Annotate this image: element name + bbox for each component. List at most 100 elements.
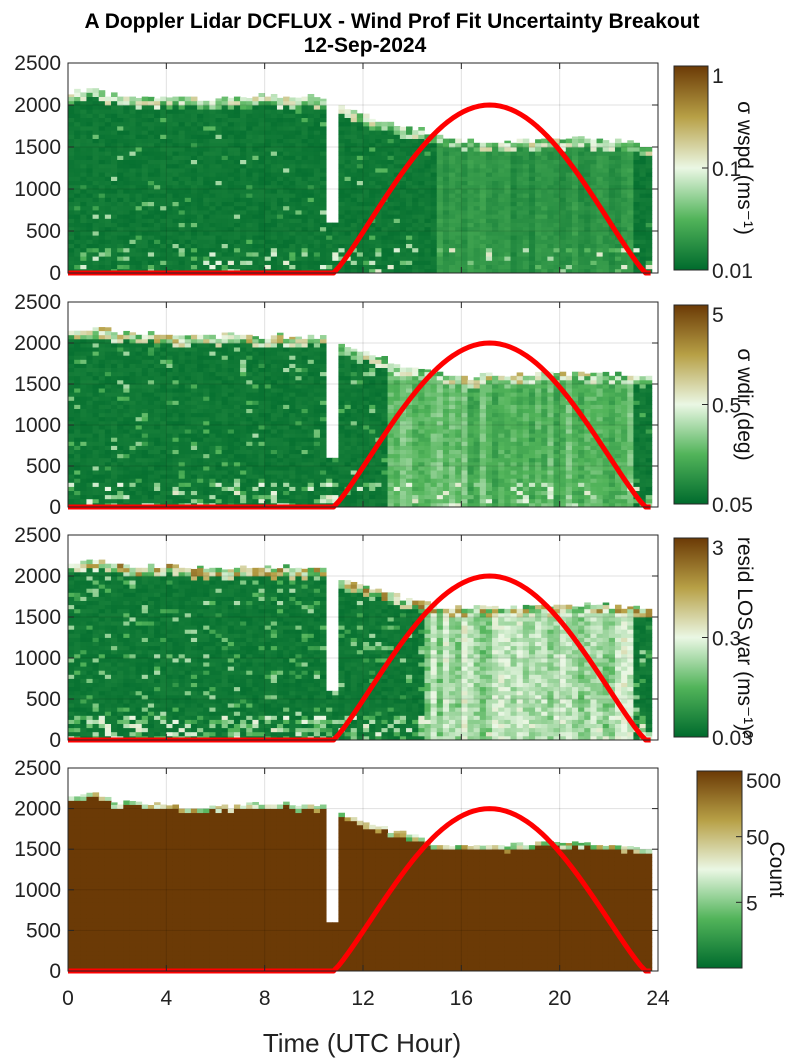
- heatmap-cell: [209, 375, 216, 381]
- heatmap-cell: [584, 142, 591, 148]
- heatmap-cell: [184, 408, 192, 414]
- heatmap-cell: [270, 466, 278, 471]
- heatmap-cell: [154, 239, 161, 244]
- heatmap-cell: [203, 453, 210, 459]
- heatmap-cell: [135, 201, 143, 207]
- heatmap-cell: [276, 121, 284, 127]
- heatmap-cell: [584, 260, 591, 265]
- heatmap-cell: [547, 159, 554, 165]
- heatmap-cell: [326, 247, 333, 253]
- heatmap-cell: [258, 210, 266, 215]
- heatmap-cell: [295, 134, 302, 139]
- heatmap-cell: [473, 226, 481, 232]
- heatmap-cell: [240, 243, 247, 249]
- heatmap-cell: [553, 193, 561, 198]
- heatmap-cell: [264, 197, 272, 202]
- heatmap-cell: [252, 138, 259, 144]
- heatmap-cell: [104, 130, 112, 135]
- heatmap-cell: [270, 412, 278, 418]
- heatmap-cell: [141, 205, 149, 211]
- heatmap-cell: [307, 130, 315, 135]
- heatmap-cell: [215, 226, 223, 232]
- heatmap-cell: [197, 466, 204, 471]
- heatmap-cell: [461, 235, 468, 240]
- heatmap-cell: [246, 392, 253, 397]
- heatmap-cell: [541, 197, 548, 202]
- heatmap-cell: [565, 184, 573, 190]
- heatmap-cell: [485, 172, 493, 177]
- heatmap-cell: [307, 163, 315, 169]
- heatmap-cell: [160, 416, 167, 422]
- heatmap-cell: [461, 260, 468, 265]
- y-tick-label: 1000: [14, 178, 61, 201]
- heatmap-cell: [571, 142, 579, 148]
- heatmap-cell: [154, 256, 161, 261]
- heatmap-cell: [154, 494, 161, 500]
- heatmap: [68, 327, 653, 508]
- heatmap-cell: [492, 210, 499, 215]
- heatmap-cell: [344, 218, 352, 223]
- heatmap-cell: [92, 355, 100, 360]
- heatmap-cell: [154, 260, 161, 265]
- heatmap-cell: [621, 155, 628, 160]
- heatmap-cell: [522, 155, 530, 160]
- heatmap-cell: [270, 478, 278, 483]
- heatmap-cell: [184, 105, 192, 110]
- heatmap-cell: [141, 109, 149, 114]
- heatmap-cell: [111, 355, 118, 360]
- heatmap-cell: [227, 163, 235, 169]
- heatmap-cell: [289, 189, 296, 194]
- heatmap-cell: [627, 214, 634, 219]
- heatmap-cell: [80, 379, 87, 385]
- heatmap-cell: [86, 222, 93, 228]
- heatmap-cell: [74, 384, 81, 389]
- heatmap-cell: [74, 482, 81, 487]
- heatmap-cell: [221, 412, 229, 418]
- heatmap-cell: [246, 338, 253, 344]
- heatmap-cell: [449, 155, 456, 160]
- heatmap-cell: [178, 347, 186, 352]
- heatmap-cell: [627, 239, 634, 244]
- heatmap-cell: [227, 392, 235, 397]
- heatmap-cell: [135, 121, 143, 127]
- heatmap-cell: [449, 210, 456, 215]
- heatmap-cell: [117, 231, 124, 236]
- heatmap-cell: [178, 335, 186, 340]
- heatmap-cell: [178, 396, 186, 401]
- heatmap-cell: [246, 252, 253, 257]
- heatmap-cell: [98, 210, 106, 215]
- heatmap-cell: [614, 239, 622, 244]
- heatmap-cell: [627, 260, 634, 265]
- heatmap-cell: [412, 205, 419, 211]
- heatmap-cell: [197, 113, 204, 118]
- heatmap-cell: [80, 92, 87, 97]
- heatmap-cell: [129, 375, 137, 381]
- heatmap-cell: [565, 239, 573, 244]
- heatmap-cell: [190, 226, 198, 232]
- heatmap-cell: [571, 260, 579, 265]
- heatmap-cell: [154, 151, 161, 156]
- heatmap-cell: [74, 239, 81, 244]
- heatmap-cell: [135, 453, 143, 459]
- heatmap-cell: [160, 117, 167, 123]
- heatmap-cell: [498, 201, 505, 207]
- heatmap-cell: [363, 205, 370, 211]
- heatmap-cell: [461, 151, 468, 156]
- heatmap-cell: [160, 425, 167, 430]
- heatmap-cell: [74, 490, 81, 496]
- heatmap-cell: [528, 268, 536, 274]
- heatmap-cell: [350, 159, 358, 165]
- heatmap-cell: [270, 117, 278, 123]
- heatmap-cell: [313, 189, 321, 194]
- heatmap-cell: [430, 268, 438, 274]
- heatmap-cell: [406, 260, 413, 265]
- heatmap-cell: [160, 155, 167, 160]
- heatmap-cell: [584, 159, 591, 165]
- heatmap-cell: [319, 180, 327, 186]
- heatmap-cell: [270, 109, 278, 114]
- heatmap-cell: [283, 100, 290, 106]
- heatmap-cell: [590, 243, 597, 249]
- heatmap-cell: [313, 159, 321, 165]
- heatmap-cell: [516, 201, 524, 207]
- heatmap-cell: [123, 151, 130, 156]
